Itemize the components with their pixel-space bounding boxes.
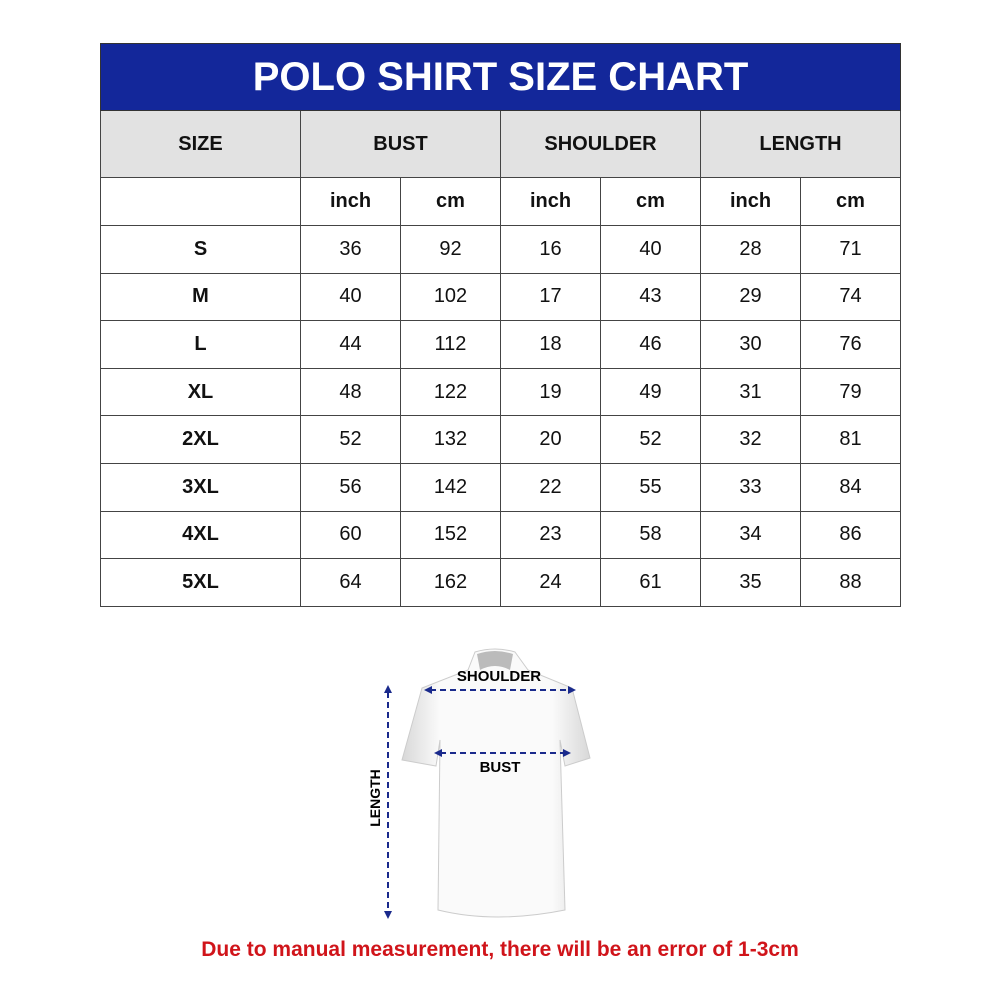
size-cell: 2XL <box>100 415 301 464</box>
unit-label: inch <box>700 177 801 226</box>
measurement-cell: 24 <box>500 558 601 607</box>
measurement-cell: 23 <box>500 510 601 560</box>
chart-title: POLO SHIRT SIZE CHART <box>99 43 902 111</box>
measurement-cell: 86 <box>799 510 902 560</box>
units-blank <box>100 177 301 226</box>
measurement-cell: 132 <box>400 415 501 464</box>
measurement-cell: 22 <box>500 462 601 512</box>
unit-label: cm <box>600 177 701 226</box>
measurement-cell: 122 <box>400 367 501 417</box>
table-row: 3XL 56 142 22 55 33 84 <box>100 462 902 512</box>
measurement-cell: 61 <box>600 558 701 607</box>
unit-label: cm <box>400 177 501 226</box>
size-chart-table: POLO SHIRT SIZE CHART SIZE BUST SHOULDER… <box>99 43 902 607</box>
collar-icon <box>477 651 513 670</box>
measurement-cell: 31 <box>700 367 801 417</box>
measurement-cell: 48 <box>300 367 401 417</box>
measurement-cell: 92 <box>400 225 501 274</box>
measurement-cell: 40 <box>300 272 401 322</box>
measurement-cell: 142 <box>400 462 501 512</box>
measurement-cell: 55 <box>600 462 701 512</box>
shirt-body-icon <box>401 648 591 918</box>
table-row: XL 48 122 19 49 31 79 <box>100 367 902 417</box>
size-cell: 5XL <box>100 558 301 607</box>
header-size: SIZE <box>100 110 301 178</box>
arrowheads-icon <box>384 685 576 919</box>
measurement-cell: 56 <box>300 462 401 512</box>
unit-label: cm <box>799 177 902 226</box>
shoulder-arrow-icon <box>387 689 570 912</box>
measurement-cell: 71 <box>799 225 902 274</box>
measurement-cell: 88 <box>799 558 902 607</box>
measurement-cell: 49 <box>600 367 701 417</box>
measurement-cell: 76 <box>799 320 902 369</box>
size-cell: 3XL <box>100 462 301 512</box>
table-row: L 44 112 18 46 30 76 <box>100 320 902 369</box>
measurement-cell: 152 <box>400 510 501 560</box>
size-cell: L <box>100 320 301 369</box>
measurement-cell: 40 <box>600 225 701 274</box>
measurement-cell: 81 <box>799 415 902 464</box>
size-cell: 4XL <box>100 510 301 560</box>
measurement-cell: 35 <box>700 558 801 607</box>
measurement-cell: 44 <box>300 320 401 369</box>
size-cell: M <box>100 272 301 322</box>
measurement-cell: 52 <box>600 415 701 464</box>
unit-label: inch <box>500 177 601 226</box>
header-bust: BUST <box>300 110 501 178</box>
measurement-cell: 16 <box>500 225 601 274</box>
shoulder-label: SHOULDER <box>457 668 541 685</box>
table-row: 2XL 52 132 20 52 32 81 <box>100 415 902 464</box>
unit-label: inch <box>300 177 401 226</box>
measurement-cell: 17 <box>500 272 601 322</box>
measurement-note: Due to manual measurement, there will be… <box>201 938 799 961</box>
measurement-cell: 112 <box>400 320 501 369</box>
measurement-cell: 43 <box>600 272 701 322</box>
measurement-cell: 64 <box>300 558 401 607</box>
measurement-cell: 20 <box>500 415 601 464</box>
measurement-cell: 33 <box>700 462 801 512</box>
measurement-cell: 162 <box>400 558 501 607</box>
measurement-cell: 60 <box>300 510 401 560</box>
table-row: S 36 92 16 40 28 71 <box>100 225 902 274</box>
measurement-cell: 36 <box>300 225 401 274</box>
table-row: M 40 102 17 43 29 74 <box>100 272 902 322</box>
measurement-cell: 30 <box>700 320 801 369</box>
table-row: 5XL 64 162 24 61 35 88 <box>100 558 902 607</box>
measurement-cell: 74 <box>799 272 902 322</box>
measurement-cell: 52 <box>300 415 401 464</box>
measurement-cell: 46 <box>600 320 701 369</box>
size-cell: S <box>100 225 301 274</box>
measurement-cell: 34 <box>700 510 801 560</box>
measurement-cell: 84 <box>799 462 902 512</box>
measurement-cell: 58 <box>600 510 701 560</box>
measurement-cell: 19 <box>500 367 601 417</box>
length-label: LENGTH <box>367 769 383 827</box>
measurement-cell: 28 <box>700 225 801 274</box>
header-length: LENGTH <box>699 110 902 178</box>
measurement-cell: 32 <box>700 415 801 464</box>
measurement-cell: 18 <box>500 320 601 369</box>
measurement-cell: 79 <box>799 367 902 417</box>
measurement-cell: 102 <box>400 272 501 322</box>
header-shoulder: SHOULDER <box>500 110 701 178</box>
table-row: 4XL 60 152 23 58 34 86 <box>100 510 902 560</box>
bust-label: BUST <box>480 759 521 776</box>
measurement-cell: 29 <box>700 272 801 322</box>
size-cell: XL <box>100 367 301 417</box>
polo-shirt-diagram: SHOULDER BUST LENGTH <box>367 648 591 919</box>
